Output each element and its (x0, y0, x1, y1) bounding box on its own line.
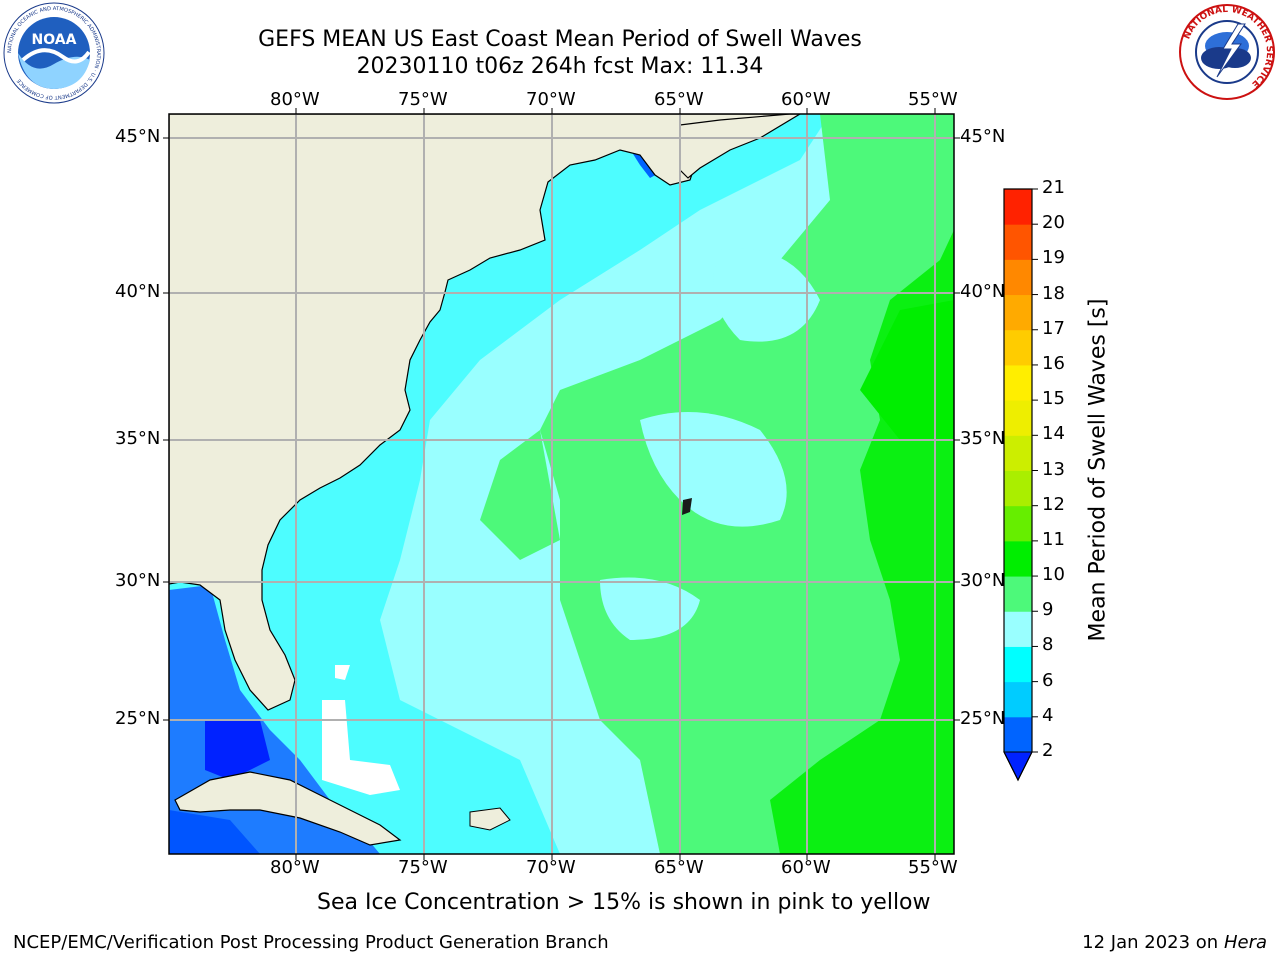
hispaniola-land (469, 807, 511, 831)
lon-label: 80°W (270, 89, 320, 110)
colorbar-tick-label: 2 (1042, 740, 1054, 761)
colorbar-tick-label: 6 (1042, 669, 1054, 691)
lon-label: 80°W (270, 857, 320, 878)
colorbar-tick-label: 8 (1042, 634, 1054, 656)
lat-label: 30°N (115, 570, 161, 591)
colorbar-segment (1004, 576, 1032, 612)
colorbar-tick-label: 11 (1042, 528, 1065, 550)
noaa-logo-text: NOAA (32, 32, 77, 48)
lon-label: 70°W (526, 89, 576, 110)
colorbar-frame (1003, 188, 1033, 782)
lat-label: 25°N (960, 708, 1006, 729)
colorbar-segment (1004, 540, 1032, 577)
lon-label: 60°W (781, 89, 831, 110)
noaa-logo-icon: NOAA NATIONAL OCEANIC AND ATMOSPHERIC AD… (3, 2, 105, 104)
sea-ice-note: Sea Ice Concentration > 15% is shown in … (317, 890, 931, 915)
nws-logo-icon: NATIONAL WEATHER SERVICE (1179, 4, 1275, 100)
colorbar-segment (1004, 224, 1032, 260)
bahamas-masked (322, 700, 400, 795)
chart-title: GEFS MEAN US East Coast Mean Period of S… (258, 27, 862, 52)
map-frame (168, 113, 955, 855)
colorbar-segment (1004, 189, 1032, 225)
colorbar-tick-label: 18 (1042, 282, 1065, 304)
colorbar-segment (1004, 716, 1032, 753)
colorbar-tick-label: 21 (1042, 177, 1065, 198)
colorbar-segment (1004, 294, 1032, 331)
lat-label: 40°N (960, 281, 1006, 302)
colorbar-tick-label: 12 (1042, 493, 1065, 515)
colorbar-segment (1004, 470, 1032, 507)
colorbar-tick-label: 17 (1042, 317, 1065, 339)
colorbar-segment (1004, 646, 1032, 683)
colorbar-segment (1004, 259, 1032, 296)
lon-label: 55°W (908, 89, 958, 110)
lon-label: 75°W (398, 89, 448, 110)
colorbar-segment (1004, 435, 1032, 471)
lat-label: 45°N (115, 126, 161, 147)
cuba-land (174, 771, 402, 846)
colorbar-tick-label: 20 (1042, 212, 1065, 234)
nova-scotia-land (679, 114, 802, 179)
colorbar-segment (1004, 400, 1032, 436)
colorbar-tick-label: 9 (1042, 599, 1054, 621)
map-grid (169, 114, 954, 854)
colorbar-tick-label: 14 (1042, 423, 1065, 445)
colorbar-tick-label: 13 (1042, 458, 1065, 480)
chart-subtitle: 20230110 t06z 264h fcst Max: 11.34 (356, 54, 764, 79)
map-field (169, 114, 954, 854)
lon-label: 65°W (654, 89, 704, 110)
lon-label: 75°W (398, 857, 448, 878)
colorbar-segment (1004, 364, 1032, 401)
lon-label: 55°W (908, 857, 958, 878)
footer-date: 12 Jan 2023 on Hera (1082, 932, 1267, 953)
lon-label: 70°W (526, 857, 576, 878)
colorbar-tick-label: 19 (1042, 247, 1065, 269)
colorbar-extend-arrow (1003, 751, 1033, 782)
lon-label: 65°W (654, 857, 704, 878)
lat-label: 35°N (960, 428, 1006, 449)
colorbar-segment (1004, 329, 1032, 366)
colorbar-segment (1004, 681, 1032, 718)
colorbar (1003, 188, 1038, 782)
bermuda-marker (682, 498, 692, 515)
colorbar-tick-label: 10 (1042, 564, 1065, 586)
lat-label: 45°N (960, 126, 1006, 147)
lat-label: 25°N (115, 708, 161, 729)
lon-label: 60°W (781, 857, 831, 878)
colorbar-segment (1004, 611, 1032, 647)
lat-label: 35°N (115, 428, 161, 449)
lat-label: 30°N (960, 570, 1006, 591)
colorbar-tick-label: 15 (1042, 388, 1065, 410)
lat-label: 40°N (115, 281, 161, 302)
colorbar-tick-label: 16 (1042, 352, 1065, 374)
ocean-bright-green (770, 114, 954, 854)
us-land (169, 114, 801, 711)
colorbar-title: Mean Period of Swell Waves [s] (1085, 298, 1111, 642)
footer-credit: NCEP/EMC/Verification Post Processing Pr… (13, 932, 609, 953)
colorbar-tick-label: 4 (1042, 704, 1054, 726)
colorbar-segment (1004, 505, 1032, 542)
